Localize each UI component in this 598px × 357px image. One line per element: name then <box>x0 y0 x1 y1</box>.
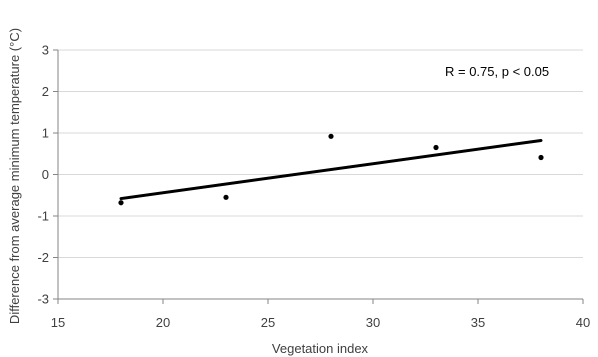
y-tick-label: -1 <box>37 209 49 224</box>
x-tick-label: 35 <box>471 315 485 330</box>
data-point <box>538 154 544 161</box>
data-point <box>118 200 124 206</box>
correlation-annotation: R = 0.75, p < 0.05 <box>445 64 549 79</box>
y-tick-label: -3 <box>37 292 49 307</box>
gridlines <box>58 49 583 258</box>
y-tick-label: 1 <box>42 126 49 141</box>
x-tick-label: 20 <box>156 315 170 330</box>
x-axis-title: Vegetation index <box>272 341 369 356</box>
trendline <box>119 138 543 201</box>
data-point <box>223 194 229 200</box>
y-axis-title: Difference from average minimum temperat… <box>7 28 22 324</box>
y-tick-label: 3 <box>42 43 49 58</box>
x-tick-label: 40 <box>576 315 590 330</box>
y-tick-label: 2 <box>42 84 49 99</box>
x-tick-label: 15 <box>51 315 65 330</box>
data-point <box>328 133 334 139</box>
data-point <box>433 144 439 151</box>
data-points <box>118 133 544 206</box>
y-tick-label: 0 <box>42 167 49 182</box>
x-tick-label: 30 <box>366 315 380 330</box>
axes <box>53 49 584 304</box>
x-tick-label: 25 <box>261 315 275 330</box>
tick-labels: -3 -2 -1 0 1 2 3 15 20 25 30 35 40 <box>37 43 590 331</box>
y-tick-label: -2 <box>37 250 49 265</box>
